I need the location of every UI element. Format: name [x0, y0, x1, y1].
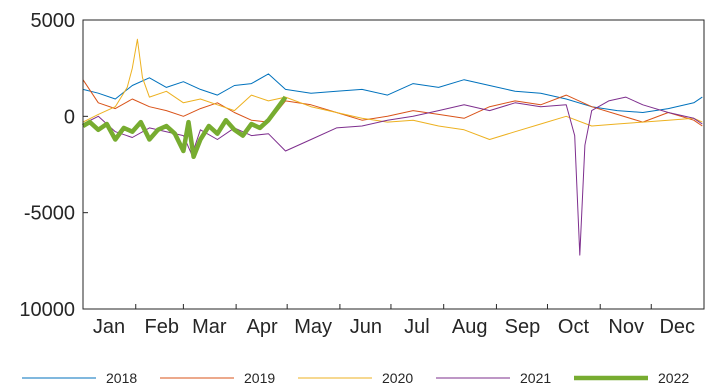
x-tick-label: Feb — [145, 316, 179, 338]
series-line-2020 — [82, 38, 703, 140]
series-line-2022 — [81, 95, 288, 160]
axis-ticks: 5000 0 -5000 10000 Jan Feb Mar Apr May Jun Jul Aug S… — [19, 10, 695, 338]
legend-label-2018: 2018 — [106, 370, 137, 386]
x-tick-label: Apr — [247, 316, 278, 338]
x-tick-label: May — [294, 316, 332, 338]
legend-label-2019: 2019 — [244, 370, 275, 386]
plot-area-frame — [82, 19, 705, 310]
x-tick-label: Mar — [192, 316, 227, 338]
x-tick-label: Jun — [350, 316, 382, 338]
x-tick-label: Dec — [659, 316, 695, 338]
x-tick-label: Aug — [452, 316, 488, 338]
legend: 2018 2019 2020 2021 2022 — [22, 370, 689, 386]
x-tick-label: Jul — [404, 316, 430, 338]
y-tick-label: 0 — [64, 106, 75, 128]
legend-label-2022: 2022 — [658, 370, 689, 386]
x-tick-label: Sep — [505, 316, 541, 338]
x-tick-label: Jan — [93, 316, 125, 338]
series-line-2018 — [82, 73, 703, 113]
y-tick-label: -5000 — [24, 203, 75, 225]
y-tick-label: 5000 — [31, 10, 76, 32]
x-tick-label: Nov — [608, 316, 644, 338]
y-tick-label: 10000 — [19, 299, 75, 321]
legend-label-2021: 2021 — [520, 370, 551, 386]
series-line-2021 — [82, 96, 703, 256]
x-tick-label: Oct — [558, 316, 590, 338]
series-layer — [81, 38, 703, 256]
legend-label-2020: 2020 — [382, 370, 413, 386]
